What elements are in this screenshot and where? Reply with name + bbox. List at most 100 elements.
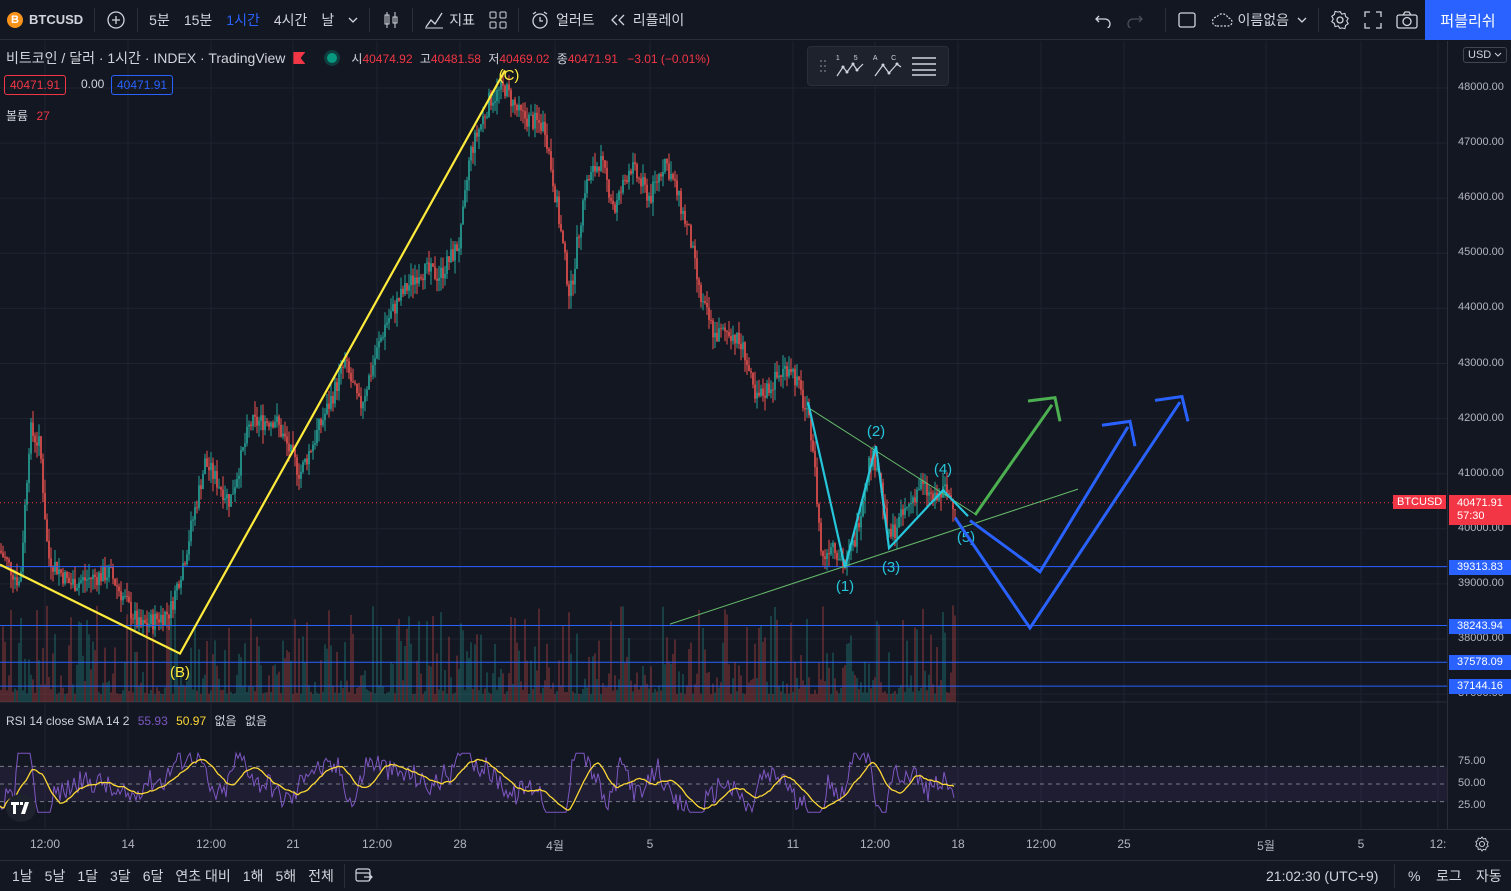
currency-selector[interactable]: USD [1463,47,1508,63]
candle-body [228,494,230,507]
range-5y[interactable]: 5해 [275,868,297,884]
axis-settings-icon[interactable] [1474,836,1490,852]
range-6m[interactable]: 6달 [142,868,164,884]
candle-body [648,195,650,201]
volume-bar [736,691,738,702]
compare-button[interactable] [99,0,133,40]
green-arrow-head[interactable] [1027,396,1062,422]
tradingview-logo[interactable] [6,794,36,822]
volume-bar [524,619,526,702]
elliott-abc-wave[interactable] [0,69,506,656]
line-style-icon[interactable] [911,56,937,76]
candle-body [98,572,100,586]
drag-handle-icon[interactable] [819,58,827,74]
volume-bar [566,691,568,702]
candle-body [332,396,334,404]
settings-button[interactable] [1323,0,1357,40]
volume-bar [232,693,234,702]
triangle-lower-line[interactable] [669,488,1079,625]
volume-bar [782,681,784,702]
publish-button[interactable]: 퍼블리쉬 [1425,0,1511,40]
volume-bar [710,693,712,702]
volume-bar [942,612,944,702]
elliott-impulse-tool[interactable]: 1 5 [836,55,864,78]
volume-bar [932,684,934,702]
candle-body [100,572,102,582]
range-1m[interactable]: 1달 [77,868,99,884]
interval-1d[interactable]: 날 [321,11,335,28]
indicators-button[interactable]: 지표 [417,0,482,40]
wave-label-4: (4) [934,461,952,478]
range-1d[interactable]: 1날 [12,868,33,884]
layout-name-button[interactable]: 이름없음 [1204,0,1314,40]
volume-bar [882,692,884,702]
candle-body [410,275,412,286]
templates-button[interactable] [482,0,514,40]
auto-toggle[interactable]: 자동 [1476,868,1502,884]
candle-body [6,557,8,560]
range-5d[interactable]: 5날 [44,868,66,884]
volume-bar [274,664,276,702]
expand-button[interactable] [1357,0,1389,40]
blue-arrow-head-1[interactable] [1154,394,1190,422]
volume-bar [520,681,522,702]
symbol-search-button[interactable]: B BTCUSD [0,0,90,40]
volume-bar [380,627,382,702]
goto-date-button[interactable] [349,867,379,886]
chart-canvas[interactable]: (C)(B)(1)(2)(3)(4)(5) [0,41,1447,829]
range-all[interactable]: 전체 [308,868,334,884]
log-toggle[interactable]: 로그 [1436,868,1462,884]
alert-button[interactable]: 얼러트 [523,0,602,40]
rsi-extra-2: 없음 [244,714,268,728]
range-1y[interactable]: 1해 [242,868,264,884]
time-tick-label: 5 [646,837,654,851]
interval-dropdown[interactable] [341,0,365,40]
volume-bar [512,683,514,702]
candle-body [774,371,776,390]
level-price-tag: 37578.09 [1449,655,1511,671]
price-tick-label: 38000.00 [1458,632,1504,644]
range-3m[interactable]: 3달 [110,868,131,884]
volume-bar [598,640,600,702]
flag-icon[interactable] [293,52,306,64]
bid-price-box[interactable]: 40471.91 [4,75,67,95]
replay-button[interactable]: 리플레이 [602,0,692,40]
candle-body [12,575,14,580]
blue-arrow-line-1[interactable] [953,401,1182,631]
main-chart[interactable]: (C) (B) (1) (2) (3) (4) (5) [0,41,1447,829]
elliott-correction-tool[interactable]: A C [873,55,902,78]
time-axis[interactable]: 12:00 14 12:00 21 12:00 28 4월 5 11 12:00 18 12:00 25… [0,829,1511,857]
interval-1h[interactable]: 1시간 [226,11,260,28]
clock-display[interactable]: 21:02:30 (UTC+9) [1266,868,1379,884]
interval-15m[interactable]: 15분 [183,11,213,28]
symbol-title[interactable]: 비트코인 / 달러 · 1시간 · INDEX · TradingView [6,50,286,66]
volume-bar [688,649,690,702]
ask-price-box[interactable]: 40471.91 [111,75,174,95]
volume-bar [238,653,240,702]
candle-body [900,509,902,517]
range-ytd[interactable]: 연초 대비 [175,868,231,884]
interval-5m[interactable]: 5분 [149,11,170,28]
redo-button[interactable] [1119,0,1151,40]
blue-arrow-line-2[interactable] [969,426,1130,574]
percent-toggle[interactable]: % [1408,868,1421,884]
green-arrow-line[interactable] [973,403,1054,516]
candle-body [270,422,272,427]
volume-bar [596,679,598,702]
elliott-impulse-wave[interactable] [806,401,969,568]
undo-button[interactable] [1087,0,1119,40]
volume-bar [806,618,808,702]
candle-body [588,179,590,181]
fullscreen-toggle[interactable] [1170,0,1204,40]
interval-4h[interactable]: 4시간 [273,11,308,28]
candle-body [464,190,466,207]
triangle-upper-line[interactable] [807,407,976,515]
volume-bar [700,693,702,702]
rsi-title[interactable]: RSI 14 close SMA 14 2 [6,714,130,728]
snapshot-button[interactable] [1389,0,1425,40]
blue-arrow-head-2[interactable] [1101,419,1137,447]
candle-body [540,122,542,131]
volume-bar [360,675,362,702]
price-axis[interactable]: USD 48000.00 47000.00 46000.00 45000.00 4400… [1447,41,1511,829]
chart-type-button[interactable] [374,0,408,40]
